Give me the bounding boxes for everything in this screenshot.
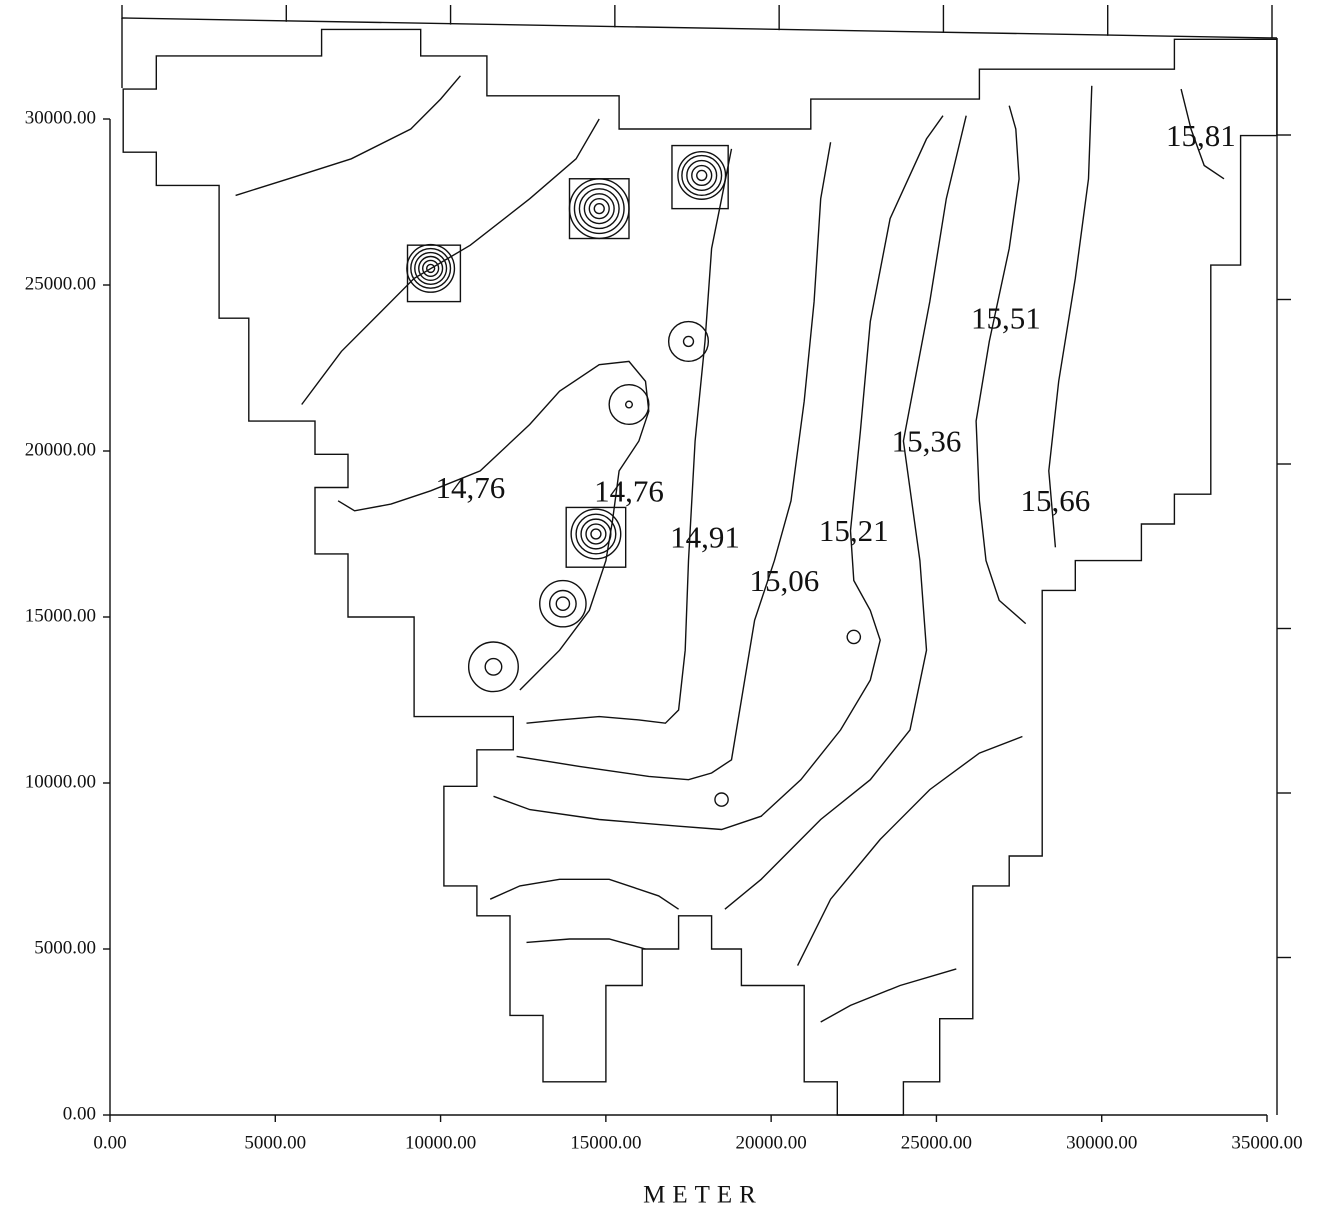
contour-label: 14,91 [670,520,740,555]
contour-line [301,118,600,405]
contour-label: 14,76 [435,470,505,505]
closed-contour [667,320,710,362]
contour-line [526,938,646,950]
closed-contour [580,518,612,550]
contour-label: 15,21 [819,513,889,548]
contour-line [489,878,679,910]
contour-label: 15,66 [1021,483,1091,518]
closed-contour [696,169,708,182]
x-tick-label: 20000.00 [736,1132,807,1153]
contour-line [796,735,1023,966]
x-tick-label: 35000.00 [1231,1132,1302,1153]
x-tick-label: 25000.00 [901,1132,972,1153]
contour-line [337,360,650,691]
x-tick-label: 5000.00 [244,1132,306,1153]
x-tick-label: 0.00 [93,1132,126,1153]
y-tick-label: 25000.00 [25,273,96,294]
closed-contour [682,335,695,348]
contour-label: 15,36 [892,423,962,458]
closed-contour [573,183,625,235]
contour-line [235,75,461,197]
closed-contour [575,513,617,555]
closed-contour [686,159,718,192]
closed-contour [590,528,602,540]
closed-contour [681,154,723,196]
closed-contour [467,641,519,693]
closed-contour [484,657,503,676]
contour-line [1048,85,1093,548]
cell-frame [565,506,627,568]
contour-label: 14,76 [594,473,664,508]
y-tick-label: 0.00 [63,1103,96,1124]
closed-contour [568,178,630,240]
closed-contour [418,255,444,282]
contour-line [493,115,944,831]
closed-contour [588,198,610,220]
contour-line [526,148,733,724]
cell-frame [671,144,729,210]
closed-contour [583,193,615,225]
y-tick-label: 20000.00 [25,439,96,460]
x-tick-label: 30000.00 [1066,1132,1137,1153]
x-tick-label: 15000.00 [570,1132,641,1153]
contour-line [975,105,1027,625]
closed-contour [410,247,452,289]
closed-contour [548,589,577,618]
contour-label: 15,06 [749,563,819,598]
y-tick-label: 10000.00 [25,771,96,792]
closed-contour [624,400,634,409]
y-tick-label: 30000.00 [25,107,96,128]
closed-contour [691,164,713,187]
closed-contour [570,508,622,560]
closed-contour [422,259,440,278]
closed-contour [677,150,727,200]
closed-contour [425,263,436,274]
cell-frame [406,244,462,303]
closed-contour [593,202,605,215]
contour-label: 15,51 [971,301,1041,336]
closed-contour [555,596,571,612]
contour-line [1180,88,1225,180]
y-tick-label: 5000.00 [34,937,96,958]
cell-frame [568,178,630,240]
contour-line [820,968,957,1023]
contour-line [516,142,832,781]
x-axis-title: METER [643,1182,763,1209]
contour-line [724,115,967,910]
closed-contour [608,383,650,426]
boundary [122,28,1278,1116]
closed-contour [414,251,448,285]
contour-label: 15,81 [1166,118,1236,153]
closed-contour [539,579,587,628]
y-tick-label: 15000.00 [25,605,96,626]
top-frame [121,17,1278,39]
closed-contour [585,523,607,545]
closed-contour [714,792,729,807]
x-tick-label: 10000.00 [405,1132,476,1153]
closed-contour [578,188,620,230]
closed-contour [846,629,862,645]
